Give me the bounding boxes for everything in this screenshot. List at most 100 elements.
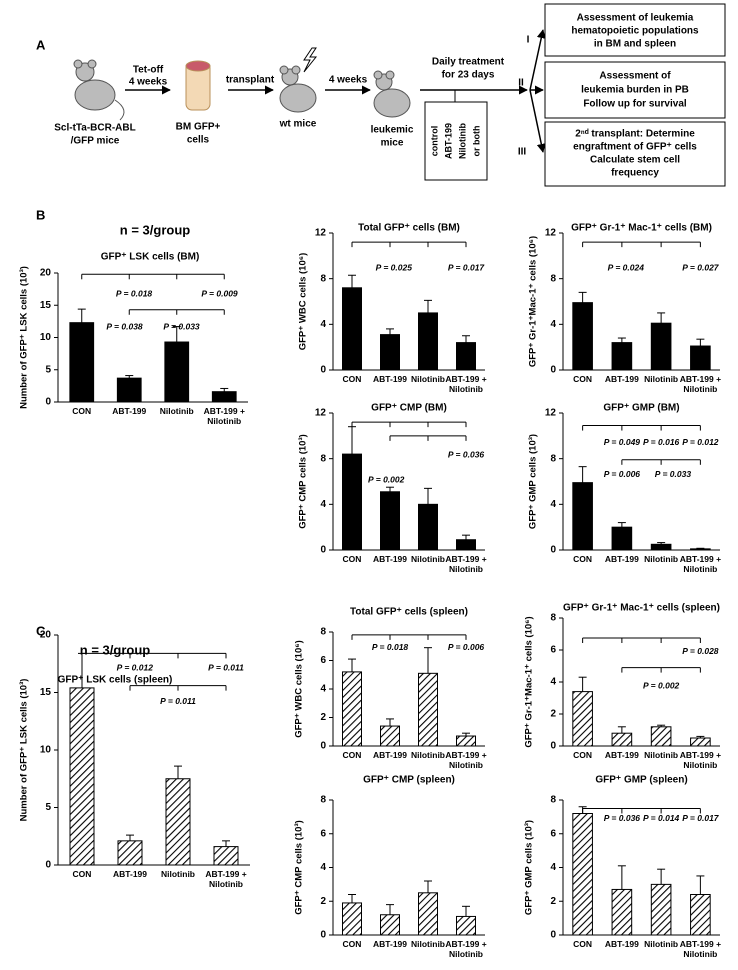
x-tick-label-box: ABT-199 + Nilotinib (679, 750, 722, 770)
outcome-box (544, 61, 726, 119)
x-tick-label: CON (342, 750, 362, 760)
error-bar (657, 724, 666, 727)
error-bar (617, 522, 626, 528)
box-text: hematopoietic populations (571, 26, 699, 37)
chart-title: GFP⁺ GMP (spleen) (595, 775, 687, 786)
chart-title: GFP⁺ LSK cells (BM) (101, 252, 200, 263)
panel-label: A (36, 37, 46, 52)
step-label: for 23 days (442, 70, 495, 81)
error-bar (222, 840, 230, 847)
bar (690, 894, 711, 936)
x-tick-label-box: ABT-199 + Nilotinib (445, 554, 487, 574)
x-tick-label: Nilotinib (161, 869, 195, 879)
chart-title: GFP⁺ Gr-1⁺ Mac-1⁺ cells (BM) (571, 223, 712, 234)
x-tick-label: ABT-199 (372, 374, 407, 384)
error-bar (578, 676, 587, 692)
y-tick-label: 15 (40, 687, 52, 698)
arm-label: ABT-199 (443, 123, 453, 159)
y-tick-label: 2 (320, 896, 326, 907)
x-tick-label: CON (72, 406, 92, 416)
chart-title: Total GFP⁺ cells (spleen) (350, 607, 468, 618)
y-tick-label: 8 (550, 273, 556, 284)
error-bar (578, 291, 587, 303)
x-tick-label-box: Nilotinib (161, 869, 195, 879)
x-tick-label-box: CON (72, 406, 92, 416)
y-tick-label: 6 (320, 828, 326, 839)
step-label: transplant (226, 75, 275, 86)
x-tick-label-box: ABT-199 (373, 554, 407, 564)
p-value: P = 0.002 (643, 680, 680, 690)
mouse-label: wt mice (279, 119, 317, 130)
box-text: engraftment of GFP⁺ cells (573, 142, 697, 153)
y-axis-label: GFP⁺ GMP cells (10³) (528, 434, 539, 529)
p-value: P = 0.036 (604, 813, 641, 823)
chart-title: GFP⁺ GMP (BM) (603, 403, 679, 414)
p-value: P = 0.012 (682, 437, 719, 447)
box-text: in BM and spleen (594, 39, 676, 50)
y-tick-label: 4 (320, 319, 326, 330)
x-tick-label: ABT-199 (372, 750, 407, 760)
x-tick-label: ABT-199 (112, 406, 147, 416)
bar (690, 345, 711, 371)
y-tick-label: 0 (550, 545, 556, 556)
p-value: P = 0.018 (116, 289, 153, 299)
y-axis-label: GFP⁺ WBC cells (10⁶) (298, 253, 309, 351)
bar (572, 302, 593, 371)
bar (116, 377, 142, 403)
error-bar (172, 326, 181, 343)
bar (342, 453, 362, 551)
chart: 0 4 8 12 GFP⁺ Gr-1⁺Mac-1⁺ cells (10⁶) GFP⁺ Gr… (528, 223, 722, 394)
bar (456, 342, 476, 371)
y-tick-label: 20 (40, 630, 52, 641)
x-tick-label-box: ABT-199 (372, 374, 407, 384)
y-axis-label: GFP⁺ Gr-1⁺Mac-1⁺ cells (10⁶) (528, 236, 539, 367)
y-tick-label: 2 (550, 709, 556, 720)
chart-note: n = 3/group (120, 222, 190, 237)
p-value: P = 0.018 (372, 642, 409, 652)
x-tick-label-box: ABT-199 + Nilotinib (205, 869, 246, 889)
y-tick-label: 4 (320, 499, 326, 510)
error-bar (348, 894, 356, 903)
x-tick-label-box: Nilotinib (644, 939, 678, 949)
x-tick-label: Nilotinib (411, 554, 445, 564)
error-bar (386, 904, 394, 915)
error-bar (386, 718, 394, 727)
x-tick-label-box: Nilotinib (411, 374, 445, 384)
x-tick-label-box: Nilotinib (411, 750, 445, 760)
p-value: P = 0.002 (368, 475, 405, 485)
p-value: P = 0.014 (643, 813, 680, 823)
y-tick-label: 4 (320, 684, 326, 695)
p-value: P = 0.011 (160, 696, 196, 706)
arms-box (424, 101, 488, 181)
y-tick-label: 4 (550, 862, 556, 873)
chart: 0 2 4 6 8 GFP⁺ CMP cells (10³) GFP⁺ CMP (splee… (294, 775, 487, 959)
y-tick-label: 6 (320, 655, 326, 666)
bar (418, 672, 438, 747)
chart: 0 2 4 6 8 GFP⁺ WBC cells (10⁶) Total GFP⁺ cell… (294, 607, 487, 770)
bar (572, 691, 593, 747)
y-tick-label: 10 (40, 332, 52, 343)
p-value: P = 0.012 (117, 663, 154, 673)
x-tick-label: ABT-199 + Nilotinib (445, 554, 487, 574)
x-tick-label: ABT-199 + Nilotinib (445, 750, 487, 770)
x-tick-label-box: ABT-199 (373, 939, 407, 949)
x-tick-label-box: ABT-199 (605, 939, 639, 949)
x-tick-label: ABT-199 + Nilotinib (679, 750, 722, 770)
x-tick-label-box: Nilotinib (159, 406, 194, 416)
y-tick-label: 12 (545, 228, 557, 239)
step-label: Daily treatment (432, 57, 505, 68)
x-tick-label: Nilotinib (159, 406, 194, 416)
x-tick-label: Nilotinib (411, 939, 445, 949)
x-tick-label: ABT-199 + Nilotinib (679, 939, 722, 959)
bar (380, 914, 400, 936)
x-tick-label: CON (573, 750, 593, 760)
y-tick-label: 8 (320, 453, 326, 464)
y-tick-label: 0 (320, 930, 326, 941)
y-tick-label: 0 (320, 741, 326, 752)
p-value: P = 0.024 (608, 263, 645, 273)
x-tick-label: ABT-199 + Nilotinib (445, 939, 487, 959)
y-tick-label: 2 (550, 896, 556, 907)
chart-title: GFP⁺ Gr-1⁺ Mac-1⁺ cells (spleen) (563, 603, 720, 614)
chart: 0 4 8 12 GFP⁺ WBC cells (10⁶) Total GFP⁺ cell… (298, 223, 487, 394)
